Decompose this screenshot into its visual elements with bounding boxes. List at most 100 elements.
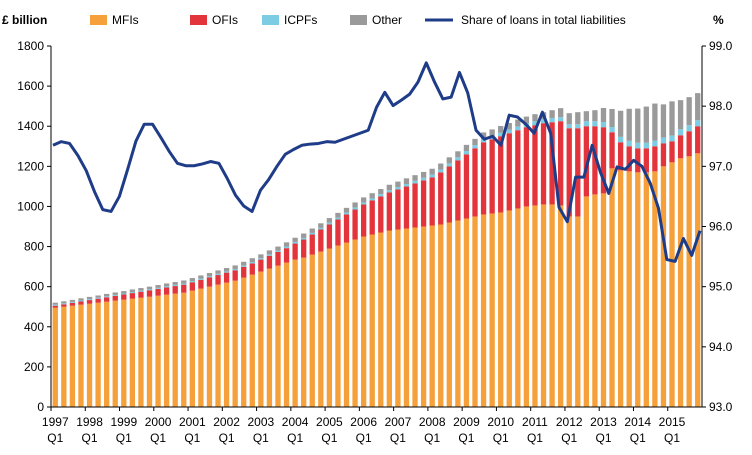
- legend: MFIs OFIs ICPFs Other Share of loans in …: [90, 13, 626, 27]
- x-tick-year: 2003: [248, 415, 275, 429]
- bar-segment-ofis: [369, 200, 375, 235]
- bar-segment-icpfs: [677, 129, 684, 136]
- bar-segment-icpfs: [301, 237, 307, 240]
- x-tick-quarter: Q1: [219, 431, 235, 445]
- bar-segment-icpfs: [669, 135, 675, 142]
- bar-segment-ofis: [69, 302, 76, 306]
- bar-segment-icpfs: [258, 258, 264, 260]
- bar-segment-ofis: [232, 270, 238, 281]
- bar-segment-mfis: [206, 286, 213, 407]
- bar-segment-mfis: [420, 226, 427, 407]
- bar-segment-ofis: [181, 284, 187, 293]
- bar-segment-ofis: [215, 275, 221, 285]
- bar-segment-icpfs: [695, 120, 701, 127]
- bar-segment-mfis: [181, 292, 187, 407]
- bar-segment-ofis: [104, 297, 110, 302]
- bar-segment-ofis: [266, 255, 273, 269]
- bar-segment-other: [343, 207, 350, 213]
- bar-segment-ofis: [643, 148, 649, 173]
- left-tick-label: 1800: [17, 39, 44, 53]
- bar-segment-mfis: [86, 303, 93, 407]
- bar-segment-other: [523, 116, 530, 124]
- bar-segment-other: [189, 278, 195, 282]
- bar-segment-icpfs: [78, 300, 84, 302]
- right-tick-label: 97.0: [709, 159, 733, 173]
- bar-segment-icpfs: [643, 142, 649, 149]
- bar-segment-ofis: [241, 266, 247, 278]
- bar-segment-mfis: [669, 162, 675, 407]
- left-tick-label: 400: [24, 320, 44, 334]
- bar-segment-other: [369, 193, 375, 199]
- bar-segment-other: [172, 282, 178, 285]
- x-tick-year: 2014: [624, 415, 651, 429]
- bar-segment-ofis: [403, 186, 410, 229]
- bar-segment-icpfs: [506, 129, 512, 134]
- legend-swatch-ofis: [190, 15, 207, 25]
- bar-segment-icpfs: [480, 138, 487, 143]
- bar-segment-ofis: [429, 177, 435, 226]
- bar-segment-other: [129, 289, 136, 293]
- bar-segment-ofis: [446, 166, 452, 223]
- bar-segment-ofis: [172, 286, 178, 294]
- bar-segment-mfis: [249, 274, 255, 407]
- bar-segment-ofis: [309, 234, 315, 255]
- bar-segment-ofis: [189, 282, 195, 291]
- bar-segment-mfis: [69, 305, 76, 407]
- x-tick-year: 2005: [316, 415, 343, 429]
- bar-segment-ofis: [86, 300, 93, 304]
- x-tick-quarter: Q1: [287, 431, 303, 445]
- bar-segment-other: [69, 299, 76, 302]
- bar-segment-icpfs: [463, 151, 470, 155]
- bar-segment-mfis: [129, 298, 136, 407]
- x-tick-year: 2001: [179, 415, 206, 429]
- x-tick-quarter: Q1: [424, 431, 440, 445]
- x-tick-year: 2009: [453, 415, 480, 429]
- right-tick-label: 99.0: [709, 39, 733, 53]
- bar-segment-other: [669, 101, 675, 136]
- bar-segment-icpfs: [138, 290, 144, 292]
- bar-segment-icpfs: [292, 241, 298, 244]
- bar-segment-mfis: [549, 204, 555, 407]
- bar-segment-mfis: [498, 212, 504, 407]
- bar-segment-mfis: [223, 282, 230, 407]
- bar-segment-icpfs: [515, 126, 521, 131]
- bar-segment-icpfs: [446, 163, 452, 167]
- bar-segment-icpfs: [283, 246, 290, 249]
- bar-segment-mfis: [532, 205, 538, 407]
- x-tick-quarter: Q1: [253, 431, 269, 445]
- bar-segment-other: [112, 292, 118, 295]
- bar-segment-other: [549, 110, 555, 119]
- bar-segment-icpfs: [215, 273, 221, 276]
- bar-segment-icpfs: [609, 127, 615, 133]
- bar-segment-icpfs: [498, 132, 504, 137]
- bar-segment-mfis: [343, 242, 350, 407]
- bar-segment-mfis: [241, 277, 247, 407]
- bar-segment-other: [566, 113, 572, 125]
- bar-segment-icpfs: [583, 121, 590, 127]
- x-tick-year: 1999: [110, 415, 137, 429]
- bar-segment-other: [472, 138, 478, 146]
- bar-segment-mfis: [172, 293, 178, 407]
- bar-segment-icpfs: [52, 304, 58, 306]
- bar-segment-icpfs: [318, 227, 324, 230]
- bar-segment-ofis: [575, 128, 581, 217]
- x-tick-quarter: Q1: [47, 431, 63, 445]
- bar-segment-other: [420, 171, 427, 178]
- bar-segment-icpfs: [403, 183, 410, 187]
- bar-segment-mfis: [369, 234, 375, 407]
- left-axis-title: £ billion: [2, 13, 47, 27]
- bar-segment-icpfs: [121, 293, 127, 295]
- bar-segment-other: [155, 285, 161, 288]
- bar-segment-ofis: [523, 127, 530, 207]
- bar-segment-other: [241, 261, 247, 266]
- bar-segment-ofis: [361, 204, 367, 237]
- bar-segment-ofis: [549, 122, 555, 205]
- bar-segment-mfis: [146, 296, 153, 407]
- bar-segment-ofis: [660, 143, 667, 167]
- bar-segment-mfis: [258, 271, 264, 408]
- bar-segment-ofis: [95, 298, 101, 303]
- bar-segment-mfis: [215, 284, 221, 407]
- bar-segment-other: [583, 111, 590, 122]
- bar-segment-mfis: [283, 262, 290, 407]
- bar-segment-mfis: [95, 302, 101, 407]
